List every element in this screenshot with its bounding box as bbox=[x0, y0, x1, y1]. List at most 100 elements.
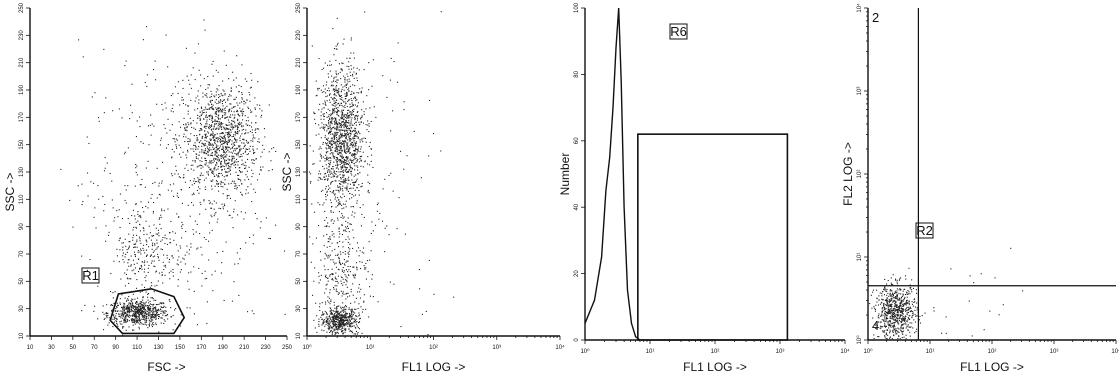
data-point bbox=[886, 312, 888, 314]
data-point bbox=[127, 315, 129, 317]
data-point bbox=[160, 228, 162, 230]
data-point bbox=[344, 149, 346, 151]
data-point bbox=[123, 315, 125, 317]
data-point bbox=[177, 264, 179, 266]
data-point bbox=[352, 211, 354, 213]
data-point bbox=[329, 245, 331, 247]
data-point bbox=[331, 326, 333, 328]
data-point bbox=[225, 124, 227, 126]
data-point bbox=[219, 166, 221, 168]
data-point bbox=[139, 312, 141, 314]
data-point bbox=[322, 113, 324, 115]
data-point bbox=[229, 169, 231, 171]
data-point bbox=[347, 260, 349, 262]
data-point bbox=[327, 241, 329, 243]
data-point bbox=[355, 308, 357, 310]
data-point bbox=[156, 309, 158, 311]
data-point bbox=[224, 137, 226, 139]
data-point bbox=[211, 129, 213, 131]
data-point bbox=[127, 218, 129, 220]
data-point bbox=[889, 300, 891, 302]
data-point bbox=[358, 322, 360, 324]
data-point bbox=[182, 102, 184, 104]
data-point bbox=[183, 174, 185, 176]
data-point bbox=[345, 239, 347, 241]
data-point bbox=[883, 325, 885, 327]
data-point bbox=[193, 290, 195, 292]
data-point bbox=[150, 134, 152, 136]
data-point bbox=[150, 314, 152, 316]
data-point bbox=[218, 190, 220, 192]
data-point bbox=[337, 114, 339, 116]
data-point bbox=[148, 310, 150, 312]
data-point bbox=[344, 151, 346, 153]
data-point bbox=[360, 90, 362, 92]
data-point bbox=[155, 227, 157, 229]
data-point bbox=[340, 134, 342, 136]
y-tick-label: 210 bbox=[19, 57, 25, 68]
data-point bbox=[343, 316, 345, 318]
data-point bbox=[345, 171, 347, 173]
data-point bbox=[229, 103, 231, 105]
data-point bbox=[215, 110, 217, 112]
data-point bbox=[318, 170, 320, 172]
data-point bbox=[195, 156, 197, 158]
data-point bbox=[184, 141, 186, 143]
data-point bbox=[341, 323, 343, 325]
data-point bbox=[358, 131, 360, 133]
data-point bbox=[218, 172, 220, 174]
data-point bbox=[138, 318, 140, 320]
data-point bbox=[144, 252, 146, 254]
data-point bbox=[892, 310, 894, 312]
data-point bbox=[333, 94, 335, 96]
data-point bbox=[335, 288, 337, 290]
data-point bbox=[126, 277, 128, 279]
data-point bbox=[139, 303, 141, 305]
data-point bbox=[222, 80, 224, 82]
data-point bbox=[202, 92, 204, 94]
data-point bbox=[137, 310, 139, 312]
data-point bbox=[346, 167, 348, 169]
data-point bbox=[329, 153, 331, 155]
data-point bbox=[134, 320, 136, 322]
data-point bbox=[356, 269, 358, 271]
data-point bbox=[361, 138, 363, 140]
data-point bbox=[181, 221, 183, 223]
data-point bbox=[205, 115, 207, 117]
data-point bbox=[227, 132, 229, 134]
data-point bbox=[174, 232, 176, 234]
data-point bbox=[889, 325, 891, 327]
data-point bbox=[138, 305, 140, 307]
data-point bbox=[108, 322, 110, 324]
data-point bbox=[203, 179, 205, 181]
data-point bbox=[185, 136, 187, 138]
data-point bbox=[192, 204, 194, 206]
data-point bbox=[345, 138, 347, 140]
data-point bbox=[208, 149, 210, 151]
data-point bbox=[208, 108, 210, 110]
data-point bbox=[206, 108, 208, 110]
data-point bbox=[355, 147, 357, 149]
data-point bbox=[239, 121, 241, 123]
data-point bbox=[204, 152, 206, 154]
data-point bbox=[160, 317, 162, 319]
data-point bbox=[354, 142, 356, 144]
data-point bbox=[210, 138, 212, 140]
data-point bbox=[200, 164, 202, 166]
data-point bbox=[889, 323, 891, 325]
data-point bbox=[344, 323, 346, 325]
data-point bbox=[336, 90, 338, 92]
data-point bbox=[155, 318, 157, 320]
data-point bbox=[344, 327, 346, 329]
data-point bbox=[335, 318, 337, 320]
gate-r6-rect bbox=[637, 133, 789, 341]
data-point bbox=[219, 155, 221, 157]
y-tick-label: 250 bbox=[19, 2, 25, 13]
data-point bbox=[420, 177, 422, 179]
data-point bbox=[203, 199, 205, 201]
data-point bbox=[347, 236, 349, 238]
data-point bbox=[331, 144, 333, 146]
data-point bbox=[364, 11, 366, 13]
data-point bbox=[237, 164, 239, 166]
data-point bbox=[121, 323, 123, 325]
